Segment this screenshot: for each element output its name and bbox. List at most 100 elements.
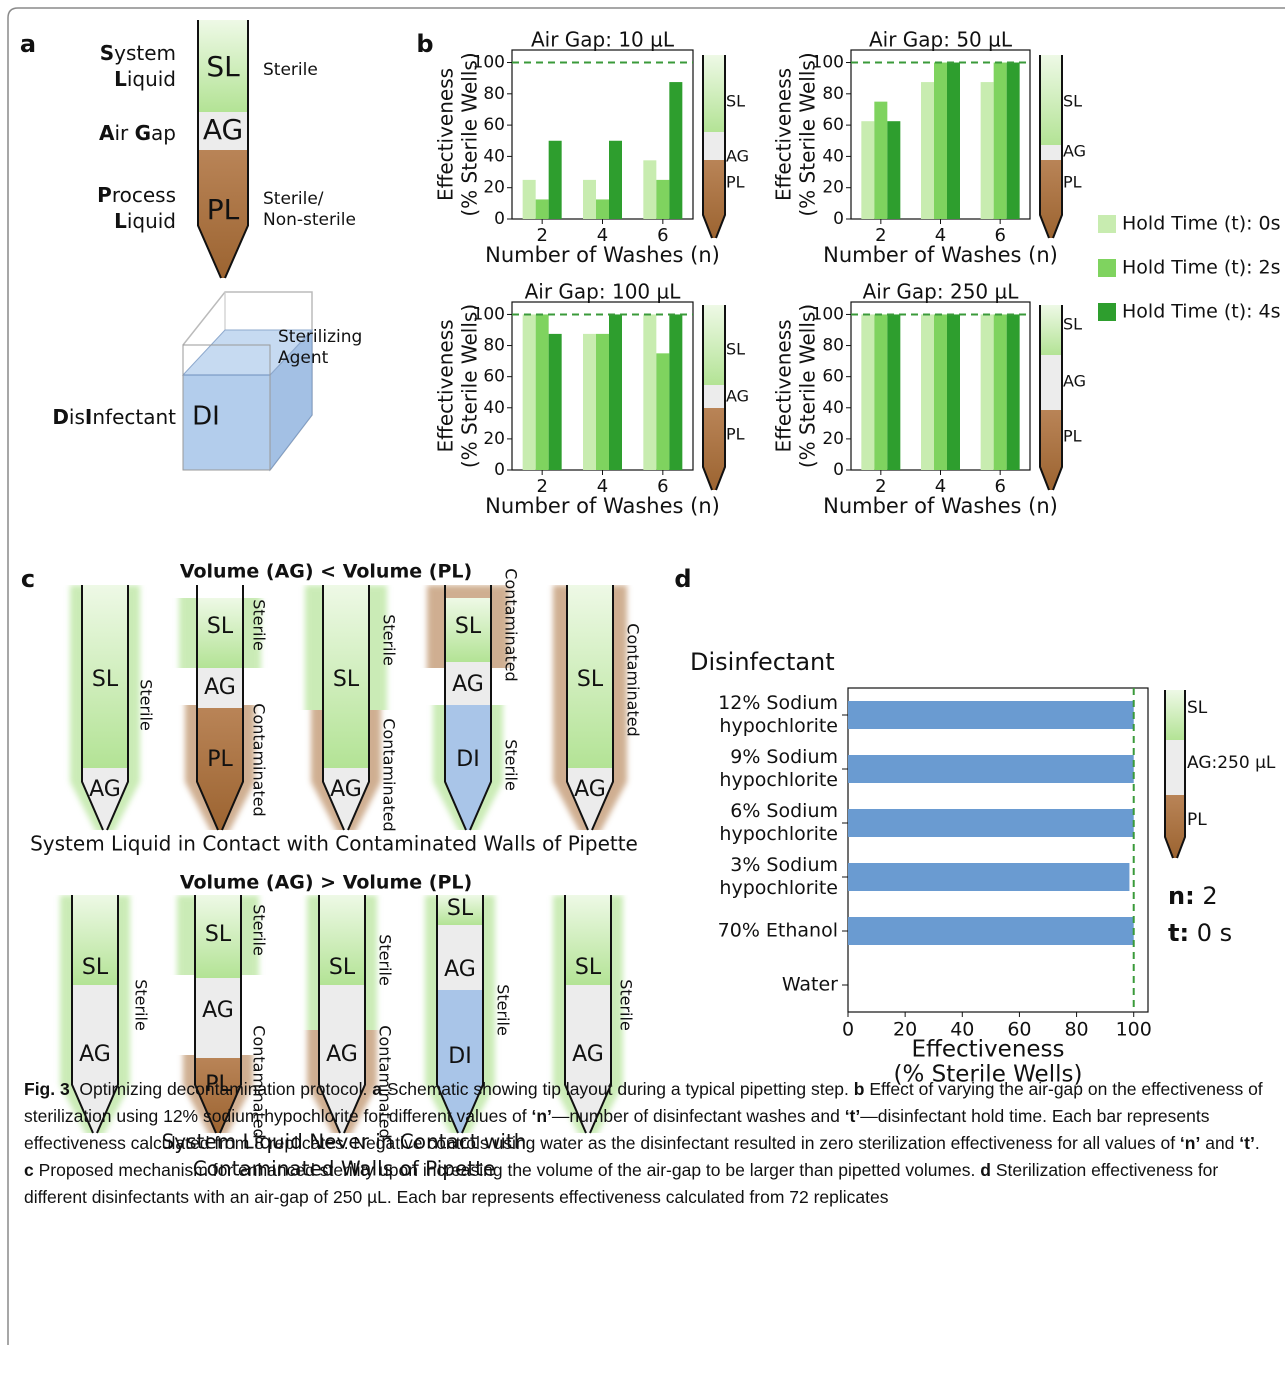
y-tick-label: 80 (822, 84, 844, 104)
y-tick-label: 20 (822, 429, 844, 449)
tip-label: PL (726, 425, 745, 444)
tip-label: AG (444, 957, 476, 982)
bar (536, 199, 549, 219)
tip-label: SL (1187, 698, 1208, 718)
tip-label: PL (207, 747, 233, 772)
x-axis-label: Number of Washes (n) (823, 494, 1058, 518)
y-axis-label: (% Sterile Wells) (796, 304, 820, 468)
caption-run: —number of disinfectant washes and (552, 1106, 845, 1126)
side-label: Sterile (132, 979, 151, 1031)
bar (921, 82, 934, 219)
y-tick-label: 40 (822, 146, 844, 166)
chart-title: Air Gap: 250 µL (863, 280, 1020, 304)
tip-label: AG (574, 777, 606, 802)
bar (874, 102, 887, 219)
side-label: Sterile (502, 739, 521, 791)
tip-label: PL (207, 193, 240, 226)
y-axis-label: Effectiveness (434, 319, 458, 452)
caption-run: b (854, 1079, 865, 1099)
bar (656, 353, 669, 470)
chart-title: Air Gap: 10 µL (531, 28, 675, 52)
y-tick-label: 20 (483, 429, 505, 449)
side-label: Sterile (617, 979, 636, 1031)
y-tick-label: 60 (822, 115, 844, 135)
row-title: Volume (AG) > Volume (PL) (180, 872, 472, 894)
bar (848, 755, 1134, 783)
bar (656, 180, 669, 219)
legend-swatch (1098, 303, 1116, 321)
tip-label: AG (203, 113, 243, 146)
y-tick-label: 20 (483, 178, 505, 198)
tip-label: PL (1187, 810, 1207, 830)
tip-label: SL (329, 955, 356, 980)
bar (861, 121, 874, 219)
tip-label: AG (726, 387, 749, 406)
y-axis-label: Effectiveness (772, 319, 796, 452)
y-axis-label: (% Sterile Wells) (796, 52, 820, 216)
y-tick-label: 0 (494, 460, 505, 480)
word: Liquid (114, 66, 176, 92)
bar (1007, 314, 1020, 470)
bar (934, 314, 947, 470)
x-tick-label: 0 (842, 1019, 854, 1041)
bar (596, 334, 609, 470)
x-tick-label: 100 (1116, 1019, 1152, 1041)
bar (848, 701, 1134, 729)
bar (583, 180, 596, 219)
word: Dis (52, 404, 85, 430)
x-tick-label: 80 (1064, 1019, 1088, 1041)
tip-label: PL (726, 173, 745, 192)
word: Air (99, 120, 128, 146)
bar (1007, 63, 1020, 219)
tip-label: SL (726, 92, 745, 111)
system-liquid-label: SystemLiquid (16, 40, 176, 92)
y-tick-label: 40 (483, 398, 505, 418)
bar (874, 314, 887, 470)
bar (549, 141, 562, 219)
caption-run: a (372, 1079, 382, 1099)
word: Process (97, 182, 176, 208)
caption-run: c (24, 1160, 34, 1180)
side-label: Sterile (380, 614, 399, 666)
bar (947, 314, 960, 470)
air-gap-label: Air Gap (16, 120, 176, 146)
y-axis-label: (% Sterile Wells) (458, 52, 482, 216)
bar (848, 917, 1134, 945)
tip-label: SL (92, 667, 119, 692)
tip-segment (1029, 410, 1073, 490)
tip-label: SL (333, 667, 360, 692)
bar (536, 314, 549, 470)
tip-label: SL (577, 667, 604, 692)
side-label: Contaminated (624, 623, 643, 736)
disinfectant-label: DisInfectant (16, 404, 176, 430)
tip-label: AG (452, 672, 484, 697)
tip-label: AG (330, 777, 362, 802)
word: Liquid (114, 208, 176, 234)
bar (934, 63, 947, 219)
bar (609, 141, 622, 219)
tip-label: AG (1063, 142, 1086, 161)
bar (981, 82, 994, 219)
note: Non-sterile (263, 210, 356, 230)
tip-label: SL (455, 614, 482, 639)
panel-label: b (416, 30, 433, 58)
side-label: Sterile (494, 984, 513, 1036)
bar (669, 314, 682, 470)
x-axis-label: Number of Washes (n) (485, 494, 720, 518)
x-axis-label: Effectiveness (911, 1037, 1064, 1063)
category-label: Water (678, 974, 838, 997)
tip-label: SL (447, 896, 474, 921)
bar (523, 180, 536, 219)
parameter: t: 0 s (1168, 919, 1232, 947)
x-axis-label: Number of Washes (n) (823, 243, 1058, 267)
caption-run: Proposed mechanism for enhanced sterilit… (34, 1160, 981, 1180)
bar (848, 863, 1129, 891)
bar (549, 334, 562, 470)
caption-run: and (1200, 1133, 1239, 1153)
tip-label: PL (1063, 173, 1082, 192)
chart-title: Air Gap: 100 µL (525, 280, 682, 304)
side-label: Sterile (376, 934, 395, 986)
tip-label: SL (207, 614, 234, 639)
row-caption: System Liquid in Contact with Contaminat… (30, 832, 638, 856)
tip-label: AG (204, 675, 236, 700)
